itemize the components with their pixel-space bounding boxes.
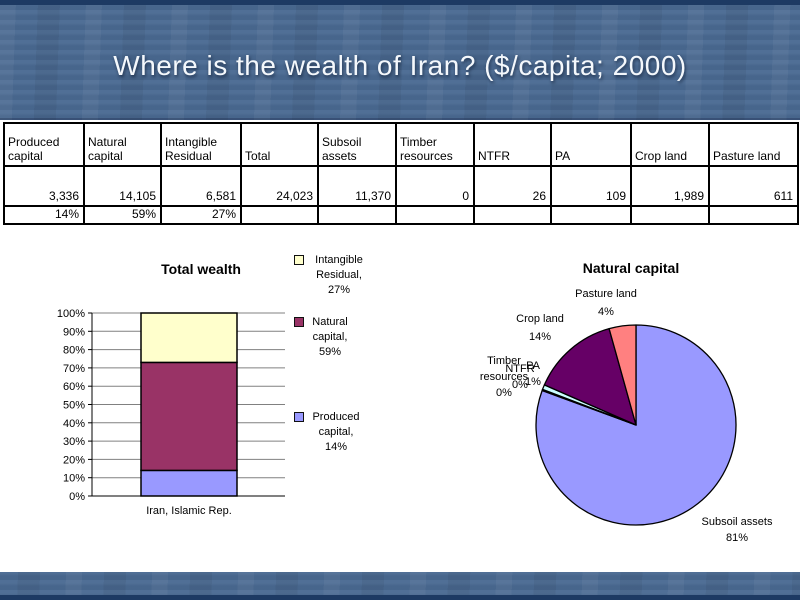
table-cell-percents [550, 205, 632, 225]
y-tick-label: 50% [63, 400, 85, 412]
total-wealth-bar-chart: 0% 10% 20% 30% 40% 50% 60% 70% 80% 90% 100% Total w… [57, 261, 285, 517]
bottom-border-strip [0, 595, 800, 600]
pie-label-ntfr: 0% [512, 379, 528, 391]
legend-item: Natural capital, 59% [294, 315, 353, 360]
table-cell-percents [630, 205, 710, 225]
table-cell-headers: NTFR [473, 122, 552, 167]
table-cell-percents [708, 205, 799, 225]
wealth-table: Produced capital Natural capital Intangibl… [3, 122, 799, 225]
y-tick-label: 80% [63, 345, 85, 357]
table-cell-values: 14,105 [83, 165, 162, 207]
table-row-headers: Produced capital Natural capital Intangibl… [3, 122, 799, 167]
y-tick-label: 60% [63, 381, 85, 393]
pie-label-pa: 1% [525, 376, 541, 388]
bar-segment-natural-capital [140, 361, 238, 472]
pie-chart-title: Natural capital [583, 260, 679, 276]
table-row-percents: 14% 59% 27% [3, 205, 799, 225]
y-tick-label: 0% [69, 491, 85, 503]
y-tick-label: 100% [57, 308, 85, 320]
legend-swatch-icon [294, 317, 304, 327]
pie-label-timber-resources: resources [480, 371, 529, 383]
table-cell-percents [473, 205, 552, 225]
table-cell-headers: Crop land [630, 122, 710, 167]
table-cell-values: 0 [395, 165, 475, 207]
legend-item: Intangible Residual, 27% [294, 253, 371, 298]
table-cell-percents: 59% [83, 205, 162, 225]
y-tick-label: 40% [63, 418, 85, 430]
pie-label-timber-resources: 0% [496, 387, 512, 399]
bar-segment-intangible-residual [140, 312, 238, 364]
table-cell-headers: Intangible Residual [160, 122, 242, 167]
table-cell-headers: Subsoil assets [317, 122, 397, 167]
table-cell-headers: Total [240, 122, 319, 167]
legend-label: Produced capital, 14% [312, 411, 360, 453]
table-cell-headers: Pasture land [708, 122, 799, 167]
legend-item: Produced capital, 14% [294, 410, 365, 455]
bar-chart-title: Total wealth [161, 261, 241, 277]
table-cell-headers: Timber resources [395, 122, 475, 167]
bar-segment-produced-capital [140, 469, 238, 497]
y-tick-label: 30% [63, 436, 85, 448]
table-cell-values: 1,989 [630, 165, 710, 207]
table-cell-percents: 27% [160, 205, 242, 225]
table-cell-headers: Natural capital [83, 122, 162, 167]
y-tick-label: 10% [63, 473, 85, 485]
table-cell-values: 6,581 [160, 165, 242, 207]
table-row-values: 3,336 14,105 6,581 24,023 11,370 0 26 109 1,989 6… [3, 165, 799, 207]
table-cell-values: 26 [473, 165, 552, 207]
slide-title: Where is the wealth of Iran? ($/capita; … [113, 50, 687, 81]
table-cell-percents: 14% [3, 205, 85, 225]
pie-label-crop-land: 14% [529, 331, 551, 343]
pie-label-crop-land: Crop land [516, 313, 564, 325]
natural-capital-pie-chart: Natural capital Subsoil assets 81% Timber re… [480, 260, 773, 544]
pie-slice-pasture-land [608, 324, 637, 426]
table-cell-headers: Produced capital [3, 122, 85, 167]
table-cell-headers: PA [550, 122, 632, 167]
bar-chart-legend: Intangible Residual, 27% Natural capital,… [294, 245, 408, 545]
table-cell-values: 611 [708, 165, 799, 207]
table-cell-percents [240, 205, 319, 225]
table-cell-values: 24,023 [240, 165, 319, 207]
pie-label-ntfr: NTFR [505, 363, 534, 375]
pie-label-pa: PA [526, 360, 541, 372]
table-cell-percents [317, 205, 397, 225]
legend-label: Natural capital, 59% [312, 316, 348, 358]
pie-label-subsoil-assets: Subsoil assets [702, 516, 773, 528]
table-cell-percents [395, 205, 475, 225]
top-border-strip [0, 0, 800, 5]
legend-swatch-icon [294, 255, 304, 265]
y-tick-label: 90% [63, 326, 85, 338]
y-tick-label: 70% [63, 363, 85, 375]
table-cell-values: 11,370 [317, 165, 397, 207]
table-cell-values: 3,336 [3, 165, 85, 207]
pie-label-pasture-land: 4% [598, 306, 614, 318]
legend-swatch-icon [294, 412, 304, 422]
content-area: Produced capital Natural capital Intangibl… [0, 120, 800, 572]
pie-slice-crop-land [543, 328, 637, 426]
table-cell-values: 109 [550, 165, 632, 207]
legend-label: Intangible Residual, 27% [315, 254, 363, 296]
pie-label-subsoil-assets: 81% [726, 532, 748, 544]
bar-category-label: Iran, Islamic Rep. [146, 505, 232, 517]
pie-label-pasture-land: Pasture land [575, 288, 637, 300]
pie-label-timber-resources: Timber [487, 355, 521, 367]
y-tick-label: 20% [63, 454, 85, 466]
